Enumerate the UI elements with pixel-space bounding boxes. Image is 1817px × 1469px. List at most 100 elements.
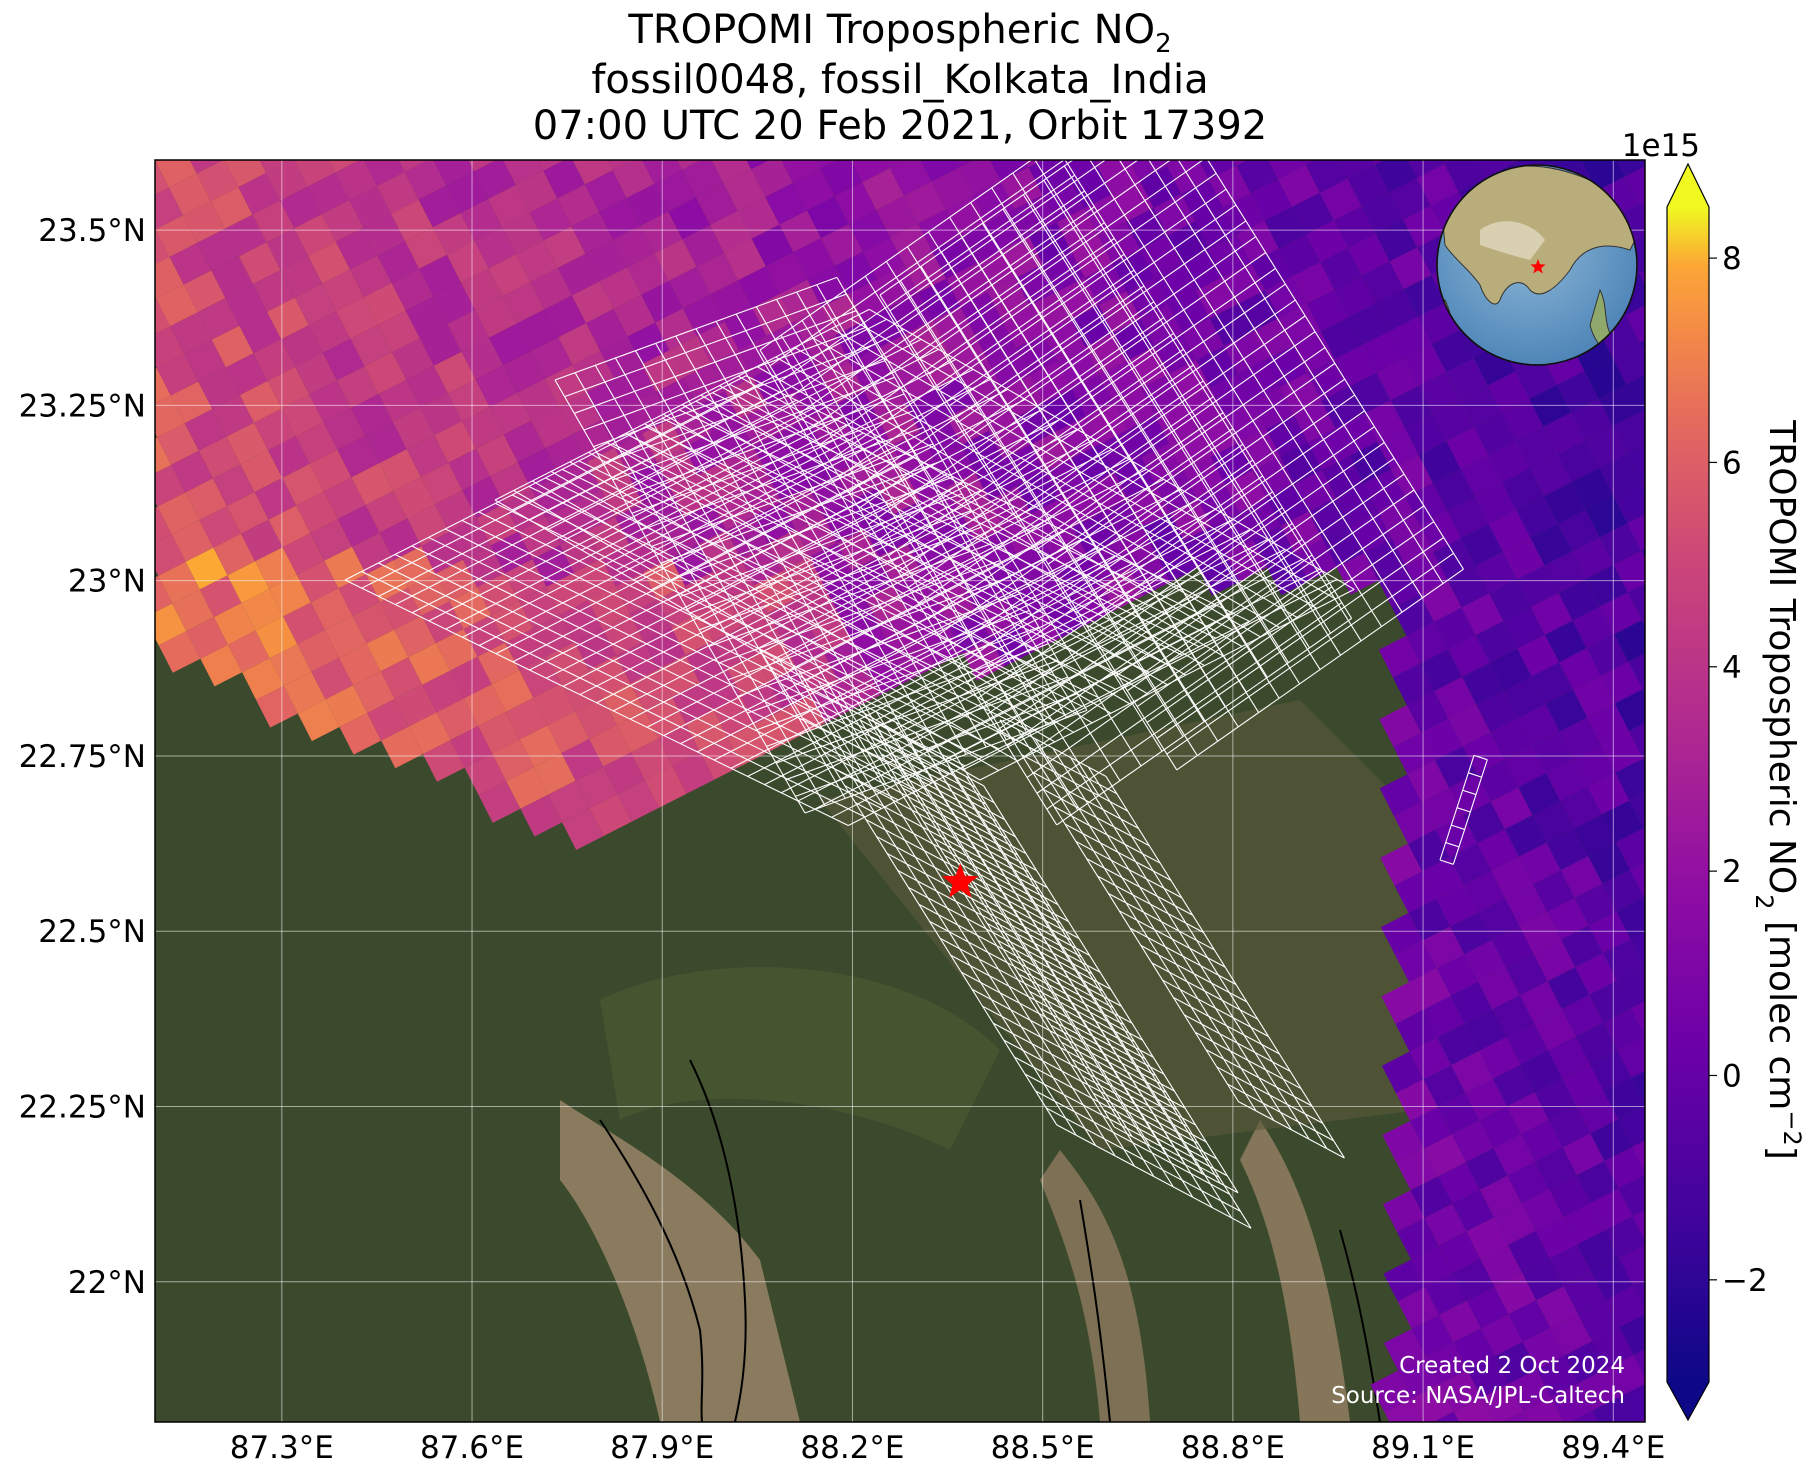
plume-grid-line [545, 477, 1050, 724]
plume-grid-line [877, 729, 1133, 1137]
colorbar: 8 6 4 2 0 −2 1e15 TROPOMI Tropospheric NO2 [m… [1622, 128, 1806, 1422]
no2-pixel [1493, 1134, 1536, 1176]
no2-pixel [1308, 497, 1351, 540]
lat-tick-label: 22.75°N [19, 739, 146, 775]
no2-pixel [1375, 160, 1417, 193]
no2-pixel [307, 172, 350, 215]
plume-grid-line [944, 855, 1069, 922]
no2-pixel [1422, 926, 1465, 969]
no2-pixel [297, 630, 339, 672]
no2-pixel [520, 794, 563, 837]
plume-grid-line [776, 299, 1027, 733]
no2-pixel [672, 752, 715, 794]
no2-pixel [589, 794, 632, 836]
no2-pixel [1612, 412, 1645, 454]
no2-pixel [1476, 759, 1519, 802]
no2-pixel [1572, 537, 1614, 579]
no2-pixel [1625, 305, 1645, 343]
no2-pixel [156, 284, 198, 327]
no2-pixel [1279, 373, 1322, 415]
no2-pixel [1641, 548, 1645, 558]
no2-pixel [1396, 1079, 1438, 1121]
no2-pixel [1377, 427, 1419, 470]
no2-pixel [531, 406, 573, 449]
plume-grid-line [411, 545, 916, 792]
no2-pixel [1452, 1259, 1495, 1301]
no2-pixel [450, 656, 492, 699]
plume-grid-line [940, 251, 1239, 728]
no2-pixel [558, 323, 601, 365]
lon-tick-label: 88.5°E [991, 1430, 1095, 1466]
no2-pixel [602, 613, 644, 656]
no2-pixel [668, 266, 711, 309]
no2-pixel [1195, 207, 1237, 249]
no2-pixel [1578, 1369, 1621, 1411]
plume-grid-line [895, 722, 1194, 1198]
lon-tick-label: 87.9°E [610, 1430, 714, 1466]
no2-pixel [1475, 621, 1518, 663]
no2-pixel [1508, 1230, 1550, 1273]
no2-pixel [835, 251, 877, 294]
no2-pixel [1379, 705, 1421, 747]
no2-pixel [1536, 1355, 1579, 1398]
no2-pixel [1535, 1147, 1577, 1190]
no2-pixel [157, 423, 199, 465]
lat-tick-label: 23.25°N [19, 388, 146, 424]
no2-pixel [1431, 330, 1474, 372]
no2-pixel [335, 160, 377, 201]
no2-pixel [1476, 690, 1518, 733]
plume-grid-line [1029, 990, 1154, 1058]
no2-pixel [627, 253, 669, 295]
no2-pixel [227, 561, 270, 603]
no2-pixel [1550, 1383, 1593, 1422]
no2-pixel [1195, 276, 1238, 319]
no2-pixel [1452, 1189, 1494, 1232]
no2-pixel [1126, 207, 1168, 250]
plume-grid-line [1063, 165, 1362, 642]
plume-grid-line [983, 785, 1239, 1194]
no2-pixel [1449, 843, 1492, 885]
no2-pixel [1584, 356, 1627, 399]
plume-grid-line [894, 738, 1151, 1147]
no2-pixel [1042, 180, 1085, 223]
no2-pixel [323, 477, 366, 520]
plume-grid-line [885, 261, 1184, 737]
plume-grid-line [1002, 208, 1301, 685]
no2-pixel [392, 407, 435, 450]
plume-grid-line [554, 276, 838, 381]
no2-pixel [1463, 801, 1505, 844]
no2-pixel [1370, 1370, 1413, 1413]
no2-pixel [1265, 276, 1307, 318]
no2-pixel [737, 197, 780, 239]
no2-pixel [1348, 303, 1391, 345]
no2-pixel [1208, 165, 1251, 208]
no2-pixel [468, 160, 497, 172]
plume-grid-line [554, 379, 806, 814]
no2-pixel [1562, 1133, 1605, 1176]
no2-pixel [1434, 607, 1476, 650]
no2-pixel [1511, 160, 1521, 164]
no2-pixel [1392, 663, 1435, 706]
no2-pixel [155, 603, 187, 646]
plume-grid-line [1022, 194, 1321, 670]
no2-pixel [185, 547, 228, 590]
no2-pixel [1252, 387, 1294, 429]
no2-pixel [1603, 1077, 1645, 1120]
no2-pixel [198, 367, 240, 410]
plume-grid-line [756, 366, 1243, 648]
no2-pixel [1488, 440, 1530, 483]
plume-grid-overlay [344, 160, 1488, 1229]
no2-pixel [933, 445, 976, 487]
no2-pixel [433, 282, 475, 325]
no2-pixel [476, 434, 518, 477]
plume-grid-line [1071, 1058, 1196, 1126]
no2-pixel [1418, 372, 1460, 414]
no2-pixel [696, 252, 739, 295]
no2-pixel [1534, 1008, 1576, 1051]
no2-pixel [463, 615, 506, 657]
no2-pixel [1550, 1313, 1592, 1356]
no2-pixel [238, 173, 281, 215]
no2-pixel-field [155, 160, 1645, 1422]
no2-pixel [1617, 966, 1645, 1009]
no2-pixel [224, 160, 266, 188]
